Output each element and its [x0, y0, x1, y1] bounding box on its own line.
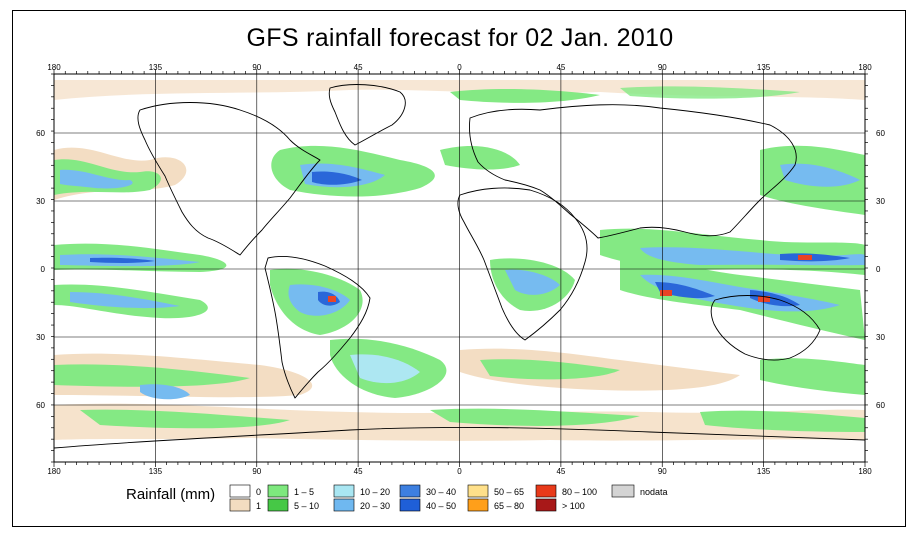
legend-swatch [399, 498, 421, 512]
legend-title: Rainfall (mm) [126, 486, 216, 503]
lat-tick-label: 30 [36, 333, 45, 342]
lat-labels-right: 60 30 0 30 60 [876, 129, 885, 410]
lon-tick-label: 0 [457, 467, 462, 476]
lon-tick-label: 180 [47, 467, 61, 476]
greenland-outline [328, 84, 406, 146]
lon-tick-label: 135 [757, 63, 771, 72]
legend-label: 50 – 65 [494, 487, 524, 497]
map-title: GFS rainfall forecast for 02 Jan. 2010 [246, 24, 674, 52]
lat-tick-label: 60 [876, 401, 885, 410]
lon-tick-label: 0 [457, 63, 462, 72]
legend-swatch [535, 484, 557, 498]
legend-label: > 100 [562, 501, 585, 511]
lat-labels-left: 60 30 0 30 60 [36, 129, 45, 410]
legend-swatch [267, 484, 289, 498]
legend-label: 0 [256, 487, 261, 497]
lon-labels-top: 180 135 90 45 0 45 90 135 180 [47, 63, 872, 72]
australia-outline [710, 295, 821, 361]
legend-label: 5 – 10 [294, 501, 319, 511]
legend-label: 80 – 100 [562, 487, 597, 497]
legend-swatch [399, 484, 421, 498]
lon-tick-label: 90 [658, 63, 667, 72]
legend-swatch [333, 484, 355, 498]
lat-tick-label: 30 [36, 197, 45, 206]
antarctica-outline [54, 426, 865, 462]
lat-tick-label: 0 [41, 265, 46, 274]
legend: 0 1 1 – 5 5 – 10 10 – 20 20 – 30 30 – 40… [229, 484, 668, 512]
lon-tick-label: 180 [858, 467, 872, 476]
lat-tick-label: 30 [876, 333, 885, 342]
lon-tick-label: 45 [354, 467, 363, 476]
graticule [54, 74, 865, 462]
legend-swatch [611, 484, 635, 498]
legend-swatch [267, 498, 289, 512]
lat-tick-label: 60 [36, 401, 45, 410]
figure-frame [12, 10, 906, 527]
legend-label: 40 – 50 [426, 501, 456, 511]
lon-tick-label: 45 [354, 63, 363, 72]
africa-outline [457, 187, 588, 341]
legend-label: 1 [256, 501, 261, 511]
legend-swatch [229, 484, 251, 498]
legend-label: nodata [640, 487, 668, 497]
legend-swatch [229, 498, 251, 512]
lon-tick-label: 90 [252, 63, 261, 72]
lon-tick-label: 135 [757, 467, 771, 476]
legend-swatch [467, 498, 489, 512]
lon-tick-label: 135 [149, 63, 163, 72]
lat-tick-label: 0 [876, 265, 881, 274]
legend-label: 65 – 80 [494, 501, 524, 511]
legend-label: 1 – 5 [294, 487, 314, 497]
legend-swatch [333, 498, 355, 512]
lon-tick-label: 90 [658, 467, 667, 476]
south-america-outline [264, 255, 371, 399]
lon-tick-label: 45 [556, 467, 565, 476]
north-america-outline [137, 102, 321, 256]
legend-swatch [535, 498, 557, 512]
lon-tick-label: 45 [556, 63, 565, 72]
lon-labels-bottom: 180 135 90 45 0 45 90 135 180 [47, 467, 872, 476]
axis-ticks [51, 69, 868, 467]
legend-label: 30 – 40 [426, 487, 456, 497]
legend-label: 10 – 20 [360, 487, 390, 497]
lon-tick-label: 180 [858, 63, 872, 72]
legend-label: 20 – 30 [360, 501, 390, 511]
lon-tick-label: 90 [252, 467, 261, 476]
lat-tick-label: 30 [876, 197, 885, 206]
lon-tick-label: 180 [47, 63, 61, 72]
lat-tick-label: 60 [876, 129, 885, 138]
lat-tick-label: 60 [36, 129, 45, 138]
europe-asia-outline [469, 104, 797, 239]
lon-tick-label: 135 [149, 467, 163, 476]
coastlines [54, 84, 865, 462]
legend-swatch [467, 484, 489, 498]
